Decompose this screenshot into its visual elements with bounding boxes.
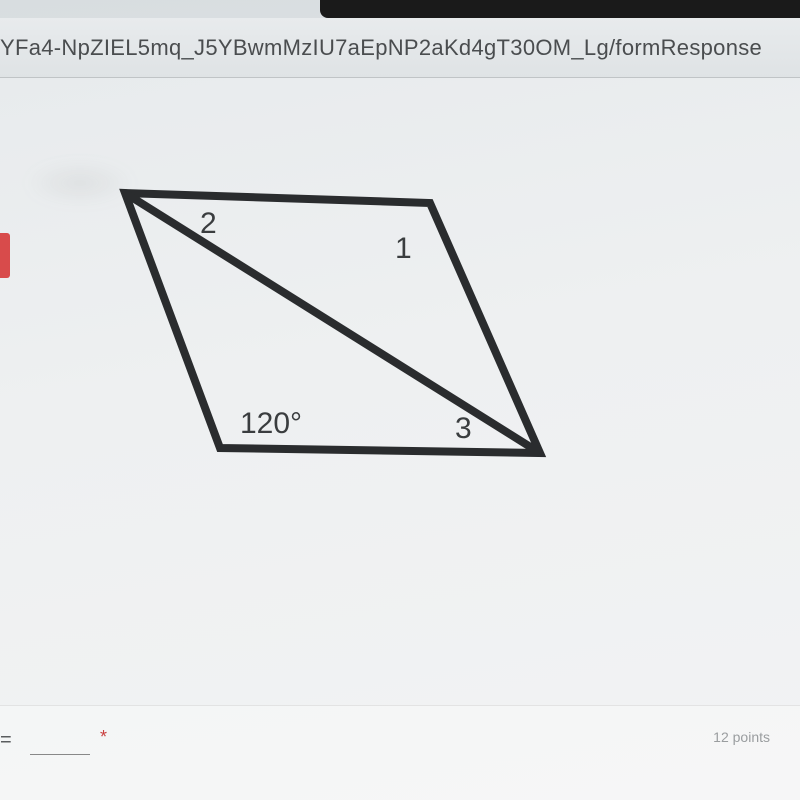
url-text: YFa4-NpZIEL5mq_J5YBwmMzIU7aEpNP2aKd4gT30… — [0, 35, 762, 61]
browser-address-bar[interactable]: YFa4-NpZIEL5mq_J5YBwmMzIU7aEpNP2aKd4gT30… — [0, 18, 800, 78]
diagonal-line — [125, 193, 540, 453]
parallelogram-svg: 2 1 120° 3 — [60, 138, 590, 518]
angle-label-3: 3 — [455, 412, 472, 445]
answer-blank[interactable] — [30, 754, 90, 755]
angle-label-2: 2 — [200, 207, 217, 240]
form-required-indicator — [0, 233, 10, 278]
required-asterisk: * — [100, 727, 107, 748]
angle-label-120: 120° — [240, 407, 302, 440]
geometry-diagram: 2 1 120° 3 — [60, 138, 590, 518]
page-content: 2 1 120° 3 = * 12 points — [0, 78, 800, 800]
equals-prefix: = — [0, 729, 12, 752]
window-top-bezel — [320, 0, 800, 18]
question-footer: = * 12 points — [0, 705, 800, 800]
points-label: 12 points — [713, 729, 770, 745]
angle-label-1: 1 — [395, 232, 412, 265]
